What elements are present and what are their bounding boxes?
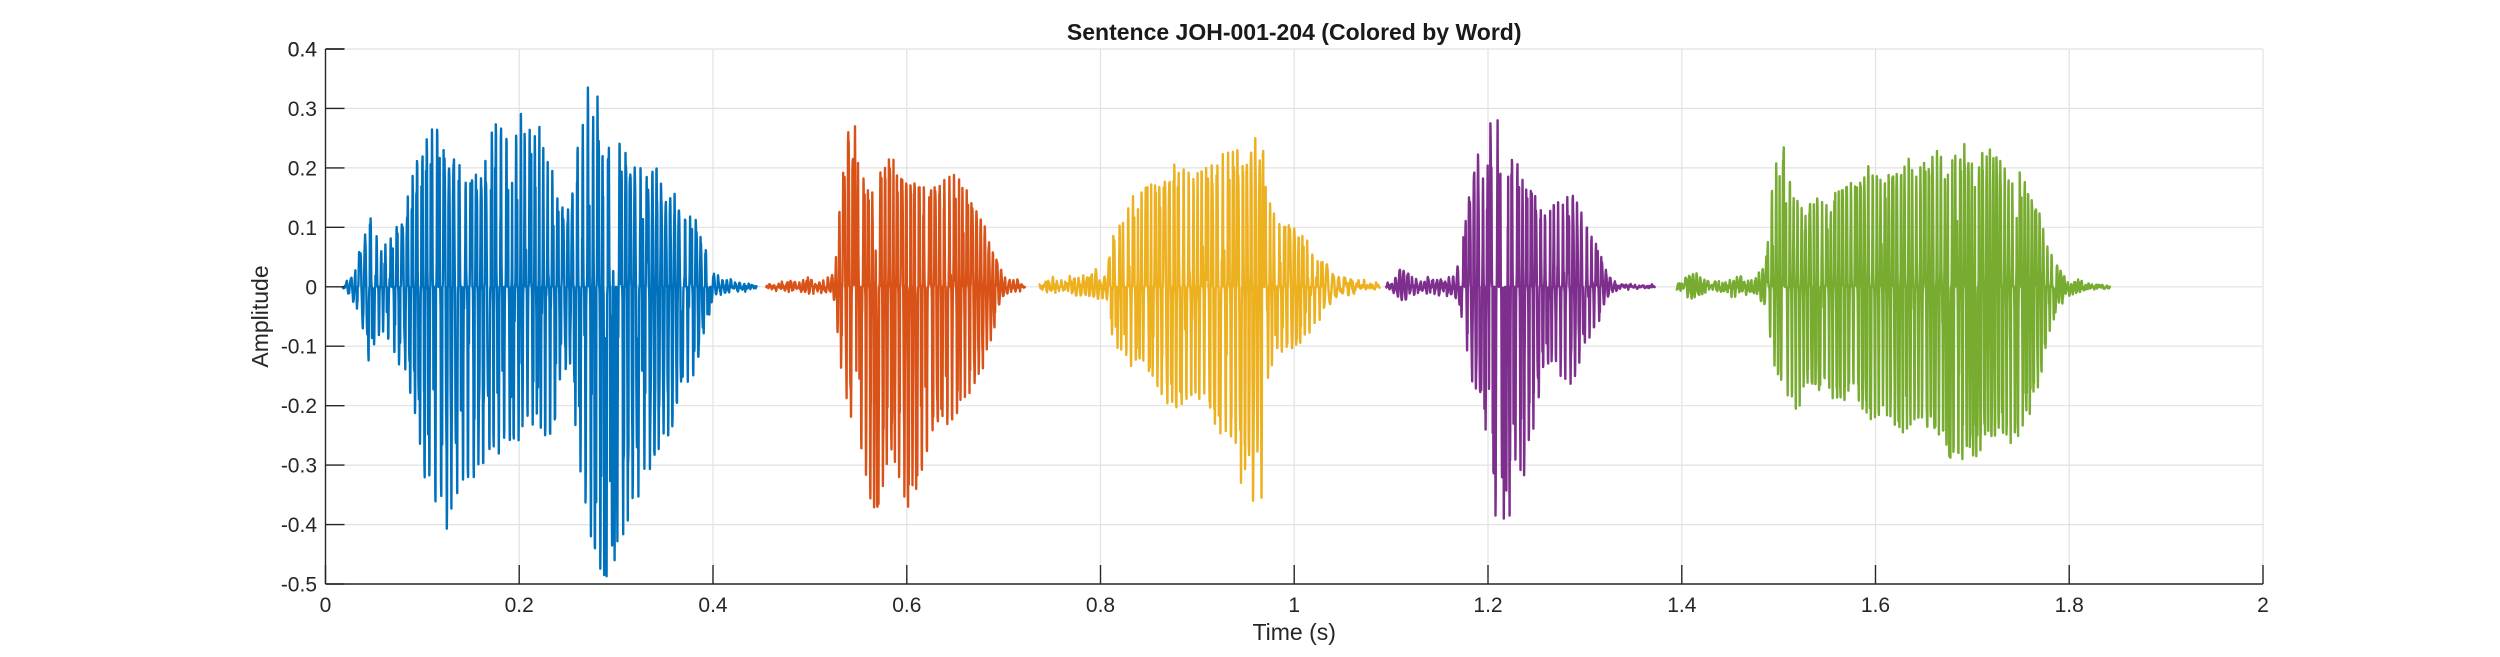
svg-text:0: 0 [320,594,332,617]
svg-text:1.4: 1.4 [1667,594,1697,617]
svg-text:-0.5: -0.5 [281,574,317,597]
svg-text:0: 0 [305,276,317,299]
svg-text:1.6: 1.6 [1861,594,1890,617]
svg-text:0.4: 0.4 [288,39,318,62]
svg-text:Sentence JOH-001-204 (Colored: Sentence JOH-001-204 (Colored by Word) [1067,19,1522,45]
svg-text:-0.2: -0.2 [281,395,317,418]
svg-text:1.2: 1.2 [1473,594,1502,617]
svg-text:0.1: 0.1 [288,217,317,240]
svg-text:1.8: 1.8 [2055,594,2084,617]
svg-text:0.3: 0.3 [288,98,317,121]
svg-text:Amplitude: Amplitude [247,265,273,367]
svg-text:-0.3: -0.3 [281,455,317,478]
svg-text:0.4: 0.4 [288,39,318,62]
svg-text:Time (s): Time (s) [1252,619,1335,645]
svg-text:0.8: 0.8 [1086,594,1115,617]
svg-text:0.4: 0.4 [698,594,728,617]
svg-text:0.2: 0.2 [288,157,317,180]
svg-text:0.6: 0.6 [892,594,921,617]
svg-text:-0.4: -0.4 [281,514,318,537]
svg-text:0.2: 0.2 [505,594,534,617]
svg-text:-0.1: -0.1 [281,336,317,359]
svg-text:1: 1 [1288,594,1300,617]
svg-text:2: 2 [2257,594,2269,617]
